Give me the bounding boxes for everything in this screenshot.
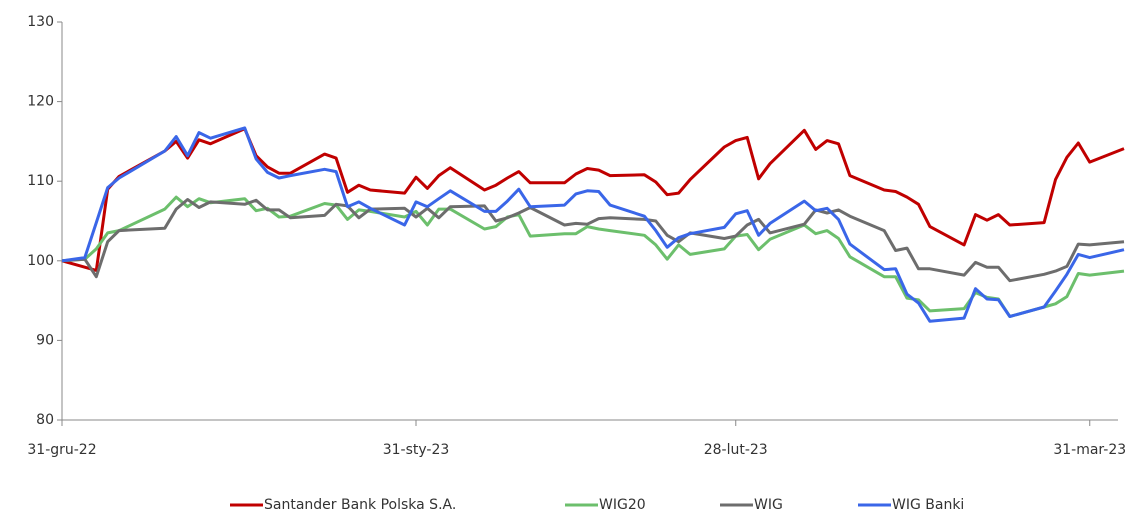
x-tick-label: 28-lut-23 (704, 442, 768, 458)
y-tick-label: 110 (27, 173, 54, 189)
series-line (61, 126, 1125, 323)
series-line (61, 198, 1125, 283)
legend-label: WIG20 (599, 497, 646, 513)
series-line (61, 127, 1125, 272)
y-tick-label: 100 (27, 253, 54, 269)
x-tick-label: 31-sty-23 (383, 442, 450, 458)
legend-label: WIG Banki (892, 497, 964, 513)
x-tick-label: 31-mar-23 (1053, 442, 1126, 458)
legend-label: Santander Bank Polska S.A. (264, 497, 456, 513)
y-tick-label: 120 (27, 94, 54, 110)
series-line (61, 195, 1125, 318)
legend-label: WIG (754, 497, 783, 513)
x-tick-label: 31-gru-22 (27, 442, 96, 458)
y-tick-label: 80 (36, 412, 54, 428)
y-tick-label: 90 (36, 332, 54, 348)
y-tick-label: 130 (27, 14, 54, 30)
